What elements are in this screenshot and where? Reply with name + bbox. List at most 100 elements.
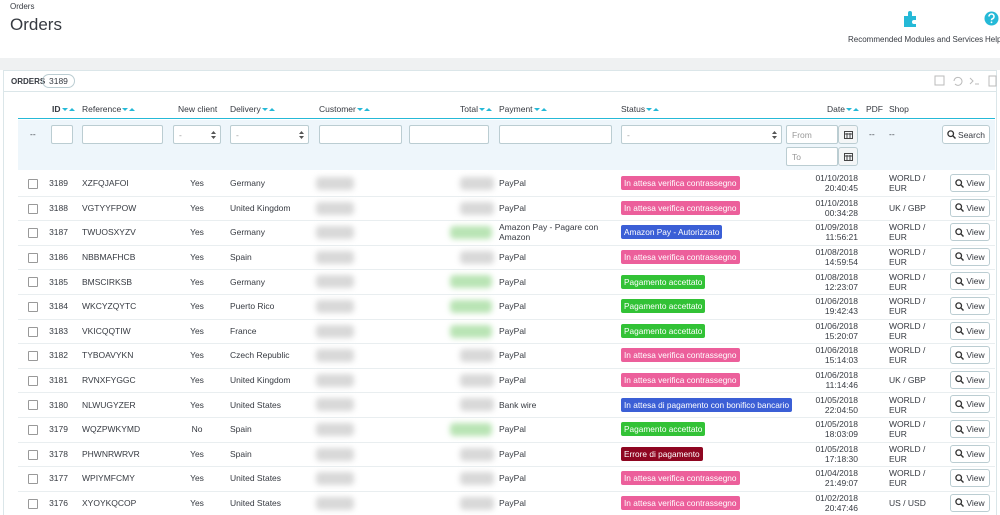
column-header[interactable]: Shop xyxy=(889,104,909,114)
modules-link[interactable]: Recommended Modules and Services xyxy=(848,35,984,44)
view-label: View xyxy=(966,424,985,434)
order-time: 22:04:50 xyxy=(824,404,858,415)
status-filter[interactable]: - xyxy=(621,125,782,144)
column-header[interactable]: Customer xyxy=(319,104,370,114)
row-checkbox[interactable] xyxy=(28,277,38,288)
row-checkbox[interactable] xyxy=(28,252,38,263)
view-button[interactable]: View xyxy=(950,370,990,389)
view-button[interactable]: View xyxy=(950,346,990,365)
sort-desc[interactable] xyxy=(478,108,485,112)
sort-desc[interactable] xyxy=(356,108,363,112)
view-icon xyxy=(955,424,965,434)
sort-asc[interactable] xyxy=(363,108,370,112)
view-button[interactable]: View xyxy=(950,420,990,438)
date-to[interactable]: To xyxy=(786,147,838,166)
row-checkbox[interactable] xyxy=(28,375,38,386)
row-checkbox[interactable] xyxy=(28,326,38,337)
order-time: 19:42:43 xyxy=(824,306,858,317)
view-icon xyxy=(955,203,965,213)
column-header[interactable]: Payment xyxy=(499,104,547,114)
row-checkbox[interactable] xyxy=(28,449,38,460)
row-checkbox[interactable] xyxy=(28,351,38,362)
view-button[interactable]: View xyxy=(950,174,990,192)
sort-asc[interactable] xyxy=(485,108,492,112)
status-badge: Pagamento accettato xyxy=(621,323,706,338)
help-link[interactable]: Help xyxy=(985,35,1000,44)
sort-desc[interactable] xyxy=(122,108,129,112)
sort-asc[interactable] xyxy=(540,108,547,112)
date-cell: 01/10/2018 00:34:28 xyxy=(795,196,858,221)
column-header[interactable]: Date xyxy=(827,104,859,114)
row-checkbox[interactable] xyxy=(28,425,38,435)
column-header[interactable]: PDF xyxy=(866,104,883,114)
delivery-country: France xyxy=(230,325,257,336)
header-rule xyxy=(18,118,995,119)
sort-desc[interactable] xyxy=(61,108,68,112)
payment-method: PayPal xyxy=(499,252,526,263)
row-checkbox[interactable] xyxy=(28,228,38,239)
column-header[interactable]: ID xyxy=(52,104,75,114)
sort-desc[interactable] xyxy=(261,108,268,112)
view-button[interactable]: View xyxy=(950,321,990,340)
column-header[interactable]: Reference xyxy=(82,104,136,114)
order-date: 01/08/2018 xyxy=(815,271,858,282)
row-checkbox[interactable] xyxy=(28,302,38,312)
row-checkbox[interactable] xyxy=(28,203,38,214)
calendar-button[interactable] xyxy=(838,125,858,144)
column-header[interactable]: Status xyxy=(621,104,660,114)
sort-asc[interactable] xyxy=(852,108,859,112)
status-cell: In attesa verifica contrassegno xyxy=(621,245,791,270)
sort-desc[interactable] xyxy=(845,108,852,112)
sort-asc[interactable] xyxy=(68,108,75,112)
status-cell: In attesa verifica contrassegno xyxy=(621,491,791,515)
search-button[interactable]: Search xyxy=(942,125,990,144)
column-header[interactable]: Delivery xyxy=(230,104,275,114)
sort-asc[interactable] xyxy=(268,108,275,112)
view-icon xyxy=(955,178,965,188)
order-id: 3176 xyxy=(49,498,68,509)
sort-desc[interactable] xyxy=(646,108,653,112)
row-checkbox[interactable] xyxy=(28,498,38,509)
view-button[interactable]: View xyxy=(950,247,990,266)
delivery-filter[interactable]: - xyxy=(230,125,309,144)
column-header[interactable]: New client xyxy=(178,104,217,114)
date-cell: 01/05/2018 22:04:50 xyxy=(795,392,858,417)
view-button[interactable]: View xyxy=(950,272,990,291)
new-client-filter[interactable]: - xyxy=(173,125,221,144)
view-button[interactable]: View xyxy=(950,395,990,414)
sort-asc[interactable] xyxy=(653,108,660,112)
reference-filter[interactable] xyxy=(82,125,163,144)
new-client: Yes xyxy=(190,375,204,386)
order-reference: BMSCIRKSB xyxy=(82,276,133,287)
view-button[interactable]: View xyxy=(950,223,990,242)
sort-asc[interactable] xyxy=(129,108,136,112)
date-from[interactable]: From xyxy=(786,125,838,144)
column-header[interactable]: Total xyxy=(460,104,492,114)
date-cell: 01/06/2018 15:20:07 xyxy=(795,319,858,344)
help-icon[interactable] xyxy=(984,11,999,26)
view-button[interactable]: View xyxy=(950,493,990,512)
payment-filter[interactable] xyxy=(499,125,612,144)
total-blurred xyxy=(450,275,492,289)
calendar-icon xyxy=(843,153,853,161)
view-button[interactable]: View xyxy=(950,469,990,488)
calendar-button[interactable] xyxy=(838,147,858,166)
row-checkbox[interactable] xyxy=(28,400,38,411)
customer-filter[interactable] xyxy=(319,125,402,144)
sort-desc[interactable] xyxy=(533,108,540,112)
row-checkbox[interactable] xyxy=(28,179,38,189)
shop: WORLD / EUR xyxy=(889,222,926,243)
customer-blurred xyxy=(316,472,354,486)
view-button[interactable]: View xyxy=(950,198,990,217)
modules-icon[interactable] xyxy=(902,10,920,28)
chevron xyxy=(211,131,216,139)
view-button[interactable]: View xyxy=(950,297,990,315)
date-cell: 01/06/2018 15:14:03 xyxy=(795,343,858,368)
panel-tools xyxy=(934,75,997,87)
total-filter[interactable] xyxy=(409,125,489,144)
id-filter[interactable] xyxy=(51,125,73,144)
breadcrumb[interactable]: Orders xyxy=(10,2,35,11)
column-label: New client xyxy=(178,104,218,114)
row-checkbox[interactable] xyxy=(28,474,38,485)
view-button[interactable]: View xyxy=(950,444,990,463)
